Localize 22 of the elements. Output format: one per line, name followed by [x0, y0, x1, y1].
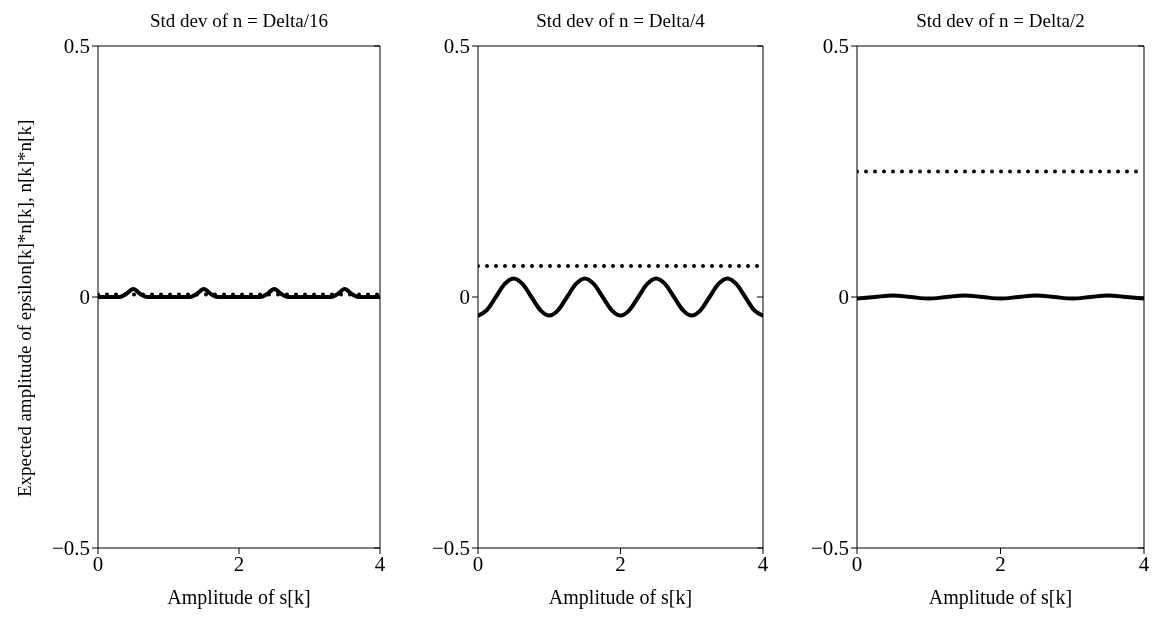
y-tick-label: −0.5: [431, 536, 470, 561]
y-tick-label: 0.5: [63, 34, 90, 59]
x-axis-title: Amplitude of s[k]: [548, 586, 693, 609]
y-tick-label: 0.5: [443, 34, 470, 59]
x-tick-label: 4: [757, 551, 769, 576]
x-tick-label: 4: [1138, 551, 1150, 576]
x-tick-label: 2: [233, 551, 245, 576]
y-tick-label: 0: [838, 285, 849, 310]
chart-title: Std dev of n = Delta/4: [535, 10, 706, 32]
y-tick-label: 0: [79, 285, 90, 310]
y-tick-label: 0: [459, 285, 470, 310]
chart-title: Std dev of n = Delta/2: [915, 10, 1086, 32]
x-tick-label: 4: [374, 551, 386, 576]
x-tick-label: 2: [615, 551, 626, 576]
y-tick-label: −0.5: [51, 536, 90, 561]
chart-title: Std dev of n = Delta/16: [149, 10, 329, 32]
y-axis-title: Expected amplitude of epsilon[k]*n[k], n[k]*n[k]: [13, 119, 35, 497]
x-tick-label: 2: [995, 551, 1006, 576]
x-axis-title: Amplitude of s[k]: [167, 586, 311, 609]
x-axis-title: Amplitude of s[k]: [928, 586, 1073, 609]
y-tick-label: −0.5: [810, 536, 849, 561]
y-tick-label: 0.5: [822, 34, 849, 59]
